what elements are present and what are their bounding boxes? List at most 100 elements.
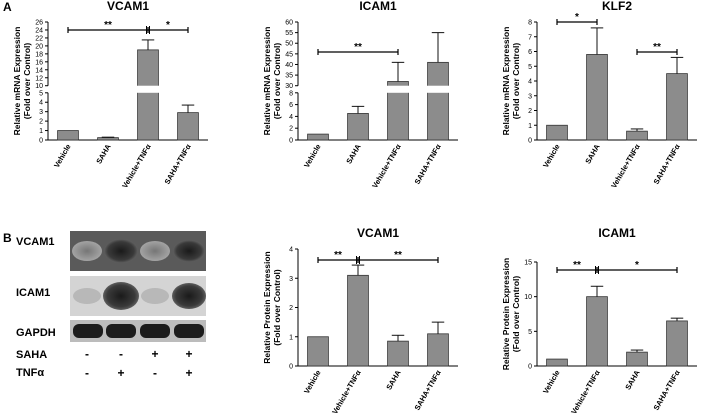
western-blot: VCAM1 ICAM1 GAPDH SAHA TNFα	[16, 231, 206, 380]
significance-label: **	[394, 250, 402, 261]
y-tick-label: 4	[39, 100, 43, 107]
x-tick-label: SAHA	[94, 142, 113, 165]
y-tick-label: 26	[35, 20, 43, 27]
blot-strip-gapdh	[70, 320, 206, 342]
y-tick-label: 55	[285, 30, 293, 37]
significance-label: *	[166, 20, 170, 31]
y-tick-label: 7	[528, 34, 532, 41]
x-tick-label: SAHA+TNFα	[652, 142, 682, 186]
y-axis-label: Relative Protein Expression	[501, 258, 511, 370]
significance-label: **	[334, 250, 342, 261]
bar	[177, 112, 199, 141]
y-tick-label: 20	[35, 43, 43, 50]
blot-band	[103, 282, 139, 310]
significance-label: *	[635, 260, 639, 271]
y-axis-label: (Fold over Control)	[511, 43, 521, 120]
bar	[586, 54, 608, 141]
y-tick-label: 1	[39, 128, 43, 135]
y-tick-label: 3	[528, 93, 532, 100]
y-tick-label: 16	[35, 59, 43, 66]
y-tick-label: 2	[289, 126, 293, 133]
blot-label-icam1: ICAM1	[16, 287, 50, 299]
blot-band	[140, 324, 170, 338]
x-tick-label: SAHA+TNFα	[652, 368, 682, 412]
y-tick-label: 4	[289, 114, 293, 121]
y-tick-label: 0	[289, 138, 293, 145]
x-tick-label: Vehicle+TNFα	[569, 368, 602, 416]
y-tick-label: 40	[285, 62, 293, 69]
y-tick-label: 8	[528, 20, 532, 27]
blot-band	[173, 240, 205, 262]
y-tick-label: 5	[528, 64, 532, 71]
x-tick-label: Vehicle+TNFα	[609, 142, 642, 190]
bar	[666, 320, 688, 367]
bar-axis-break	[386, 85, 410, 93]
x-tick-label: SAHA+TNFα	[163, 142, 193, 186]
y-tick-label: 2	[39, 119, 43, 126]
chart-title: KLF2	[602, 0, 632, 13]
y-tick-label: 3	[39, 109, 43, 116]
blot-band	[73, 288, 101, 304]
bar	[137, 49, 159, 141]
x-tick-label: Vehicle	[541, 143, 562, 170]
y-tick-label: 45	[285, 51, 293, 58]
y-tick-label: 22	[35, 35, 43, 42]
treatment-label-saha: SAHA	[16, 349, 47, 361]
sign-saha-lane2: -	[119, 347, 123, 361]
y-tick-label: 12	[35, 75, 43, 82]
y-tick-label: 14	[35, 67, 43, 74]
y-tick-label: 3	[289, 276, 293, 283]
sign-tnf-lane1: -	[85, 366, 89, 380]
chart-title: ICAM1	[598, 226, 636, 240]
y-axis-label: (Fold over Control)	[511, 276, 521, 353]
chart-icam1-protein: ICAM1 Relative Protein Expression (Fold ov…	[501, 226, 697, 416]
y-tick-label: 10	[524, 294, 532, 301]
y-tick-label: 4	[289, 247, 293, 254]
y-tick-label: 60	[285, 20, 293, 27]
sign-tnf-lane2: +	[117, 366, 124, 380]
bar-axis-break	[426, 85, 450, 93]
y-axis-label: Relative mRNA Expression	[501, 27, 511, 136]
y-tick-label: 10	[35, 83, 43, 90]
y-axis-label: (Fold over Control)	[22, 43, 32, 120]
y-tick-label: 15	[524, 260, 532, 267]
bar	[427, 333, 449, 367]
y-tick-label: 0	[528, 364, 532, 371]
y-tick-label: 0	[528, 138, 532, 145]
sign-saha-lane4: +	[185, 347, 192, 361]
x-tick-label: SAHA	[623, 368, 642, 391]
bar	[307, 336, 329, 367]
y-tick-label: 0	[39, 138, 43, 145]
chart-title: ICAM1	[359, 0, 397, 13]
blot-band	[106, 324, 136, 338]
y-tick-label: 5	[528, 329, 532, 336]
y-tick-label: 35	[285, 73, 293, 80]
x-tick-label: SAHA+TNFα	[413, 142, 443, 186]
significance-label: **	[104, 20, 112, 31]
y-axis-label: (Fold over Control)	[272, 269, 282, 346]
significance-label: **	[354, 42, 362, 53]
bar	[347, 113, 369, 141]
chart-title: VCAM1	[357, 226, 399, 240]
x-tick-label: SAHA	[344, 142, 363, 165]
y-axis-label: Relative Protein Expression	[262, 251, 272, 363]
y-tick-label: 30	[285, 83, 293, 90]
x-tick-label: Vehicle	[302, 143, 323, 170]
y-tick-label: 8	[289, 90, 293, 97]
chart-vcam1-protein: VCAM1 Relative Protein Expression (Fold ov…	[262, 226, 458, 416]
bar	[546, 124, 568, 141]
panel-letter-a: A	[3, 0, 12, 14]
panel-letter-b: B	[3, 231, 12, 245]
y-tick-label: 24	[35, 27, 43, 34]
chart-klf2-mrna: KLF2 Relative mRNA Expression (Fold over C…	[501, 0, 697, 190]
x-tick-label: Vehicle+TNFα	[370, 142, 403, 190]
sign-tnf-lane3: -	[153, 366, 157, 380]
chart-vcam1-mrna: VCAM1 Relative mRNA Expression (Fold over …	[12, 0, 208, 190]
bar	[347, 274, 369, 367]
bar	[307, 133, 329, 141]
sign-saha-lane1: -	[85, 347, 89, 361]
y-tick-label: 5	[39, 90, 43, 97]
bar	[427, 61, 449, 141]
y-tick-label: 6	[289, 102, 293, 109]
bar-axis-break	[136, 85, 160, 93]
